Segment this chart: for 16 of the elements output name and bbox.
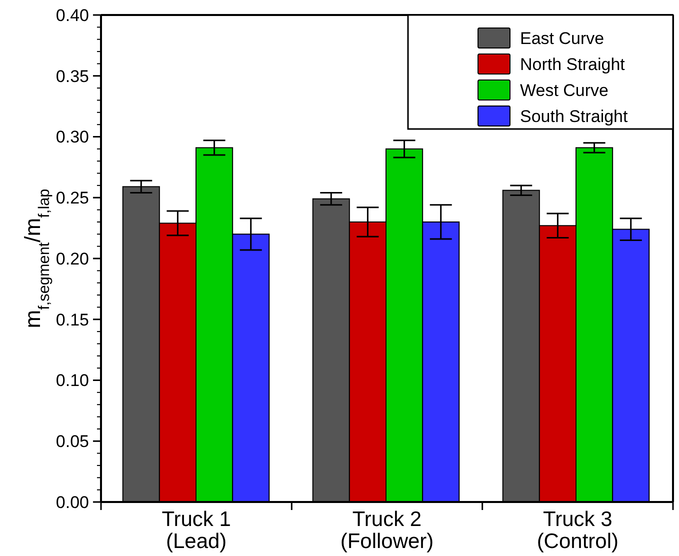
y-tick-label: 0.40: [56, 6, 89, 25]
x-tick-label: Truck 3 (Control): [536, 508, 619, 553]
y-tick-label: 0.05: [56, 432, 89, 452]
y-tick-label: 0.15: [56, 310, 89, 330]
legend-label: North Straight: [520, 54, 626, 74]
x-tick-label: Truck 1 (Lead): [162, 508, 231, 553]
legend-label: West Curve: [520, 80, 608, 100]
legend-label: South Straight: [520, 106, 628, 126]
y-tick-label: 0.10: [56, 371, 89, 390]
y-tick-label: 0.00: [56, 492, 89, 512]
y-tick-label: 0.20: [56, 249, 89, 268]
y-tick-label: 0.30: [56, 128, 89, 147]
legend-label: East Curve: [520, 28, 604, 48]
x-tick-label: Truck 2 (Follower): [340, 508, 434, 553]
y-tick-label: 0.25: [56, 188, 89, 208]
y-tick-label: 0.35: [56, 66, 89, 86]
